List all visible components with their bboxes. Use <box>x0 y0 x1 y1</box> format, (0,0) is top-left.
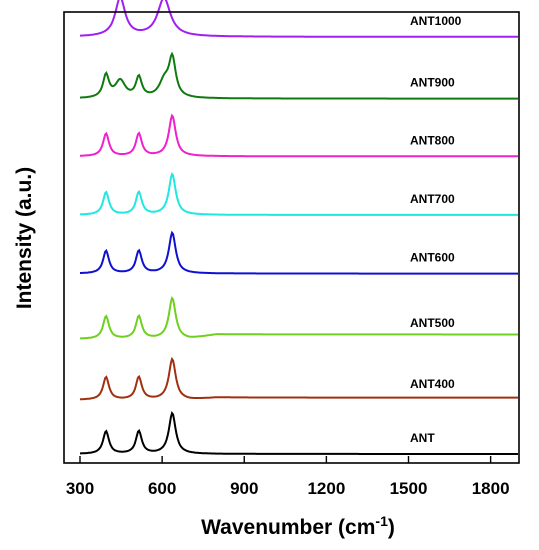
x-axis-title-tail: ) <box>388 516 395 539</box>
x-axis-title-main: Wavenumber (cm <box>201 516 375 539</box>
series-line <box>80 296 518 340</box>
series-line <box>79 356 518 401</box>
tick-layer: 300 600 900 1200 1500 1800 <box>66 456 510 498</box>
x-tick-label: 300 <box>66 479 94 498</box>
x-tick-label: 1500 <box>390 479 428 498</box>
series-label: ANT1000 <box>410 14 462 28</box>
series-label: ANT900 <box>410 76 455 90</box>
series-label-layer: ANT1000 ANT900 ANT800 ANT700 ANT600 ANT500 ANT… <box>410 14 462 445</box>
series-label: ANT400 <box>410 377 455 391</box>
series-line <box>80 230 518 275</box>
y-axis-title: Intensity (a.u.) <box>13 167 36 309</box>
series-label: ANT700 <box>410 192 455 206</box>
series-layer <box>79 0 518 455</box>
x-tick-label: 600 <box>148 479 176 498</box>
x-tick-label: 1800 <box>472 479 510 498</box>
x-axis-title-sup: -1 <box>375 513 388 529</box>
series-line <box>79 51 518 100</box>
series-label: ANT600 <box>410 251 455 265</box>
series-label: ANT <box>410 431 435 445</box>
series-label: ANT800 <box>410 133 455 147</box>
series-label: ANT500 <box>410 316 455 330</box>
plot-frame <box>63 11 520 464</box>
x-tick-label: 1200 <box>307 479 345 498</box>
x-axis-title: Wavenumber (cm-1) <box>201 513 395 539</box>
series-line <box>80 411 518 455</box>
series-line <box>79 172 518 216</box>
series-line <box>80 0 518 38</box>
x-tick-label: 900 <box>230 479 258 498</box>
series-line <box>80 113 518 158</box>
